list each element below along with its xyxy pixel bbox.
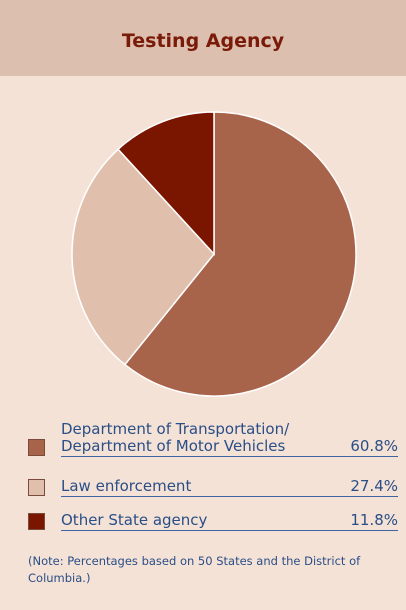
value-label: 11.8%: [350, 511, 398, 529]
legend-label: Law enforcement: [61, 477, 192, 495]
legend-swatch: [28, 513, 45, 530]
legend-label: Department of Transportation/ Department…: [61, 420, 290, 455]
value-label: 60.8%: [350, 437, 398, 455]
pie-slice: [71, 148, 215, 366]
pie-slice: [117, 111, 215, 256]
legend-label: Other State agency: [61, 511, 208, 529]
legend-row: Other State agency 11.8%: [61, 512, 398, 531]
legend-row: Department of Transportation/ Department…: [61, 421, 398, 457]
legend-item: Department of Transportation/ Department…: [28, 417, 398, 457]
header-band: [0, 0, 406, 76]
chart-title: Testing Agency: [121, 30, 285, 52]
legend-row: Law enforcement 27.4%: [61, 478, 398, 497]
legend-swatch: [28, 439, 45, 456]
legend-item: Other State agency 11.8%: [28, 491, 398, 531]
legend-item: Law enforcement 27.4%: [28, 457, 398, 497]
note: (Note: Percentages based on 50 States an…: [28, 554, 361, 585]
pie-slice: [123, 111, 357, 397]
value-label: 27.4%: [350, 477, 398, 495]
legend-swatch: [28, 479, 45, 496]
pie-chart: [71, 111, 357, 397]
